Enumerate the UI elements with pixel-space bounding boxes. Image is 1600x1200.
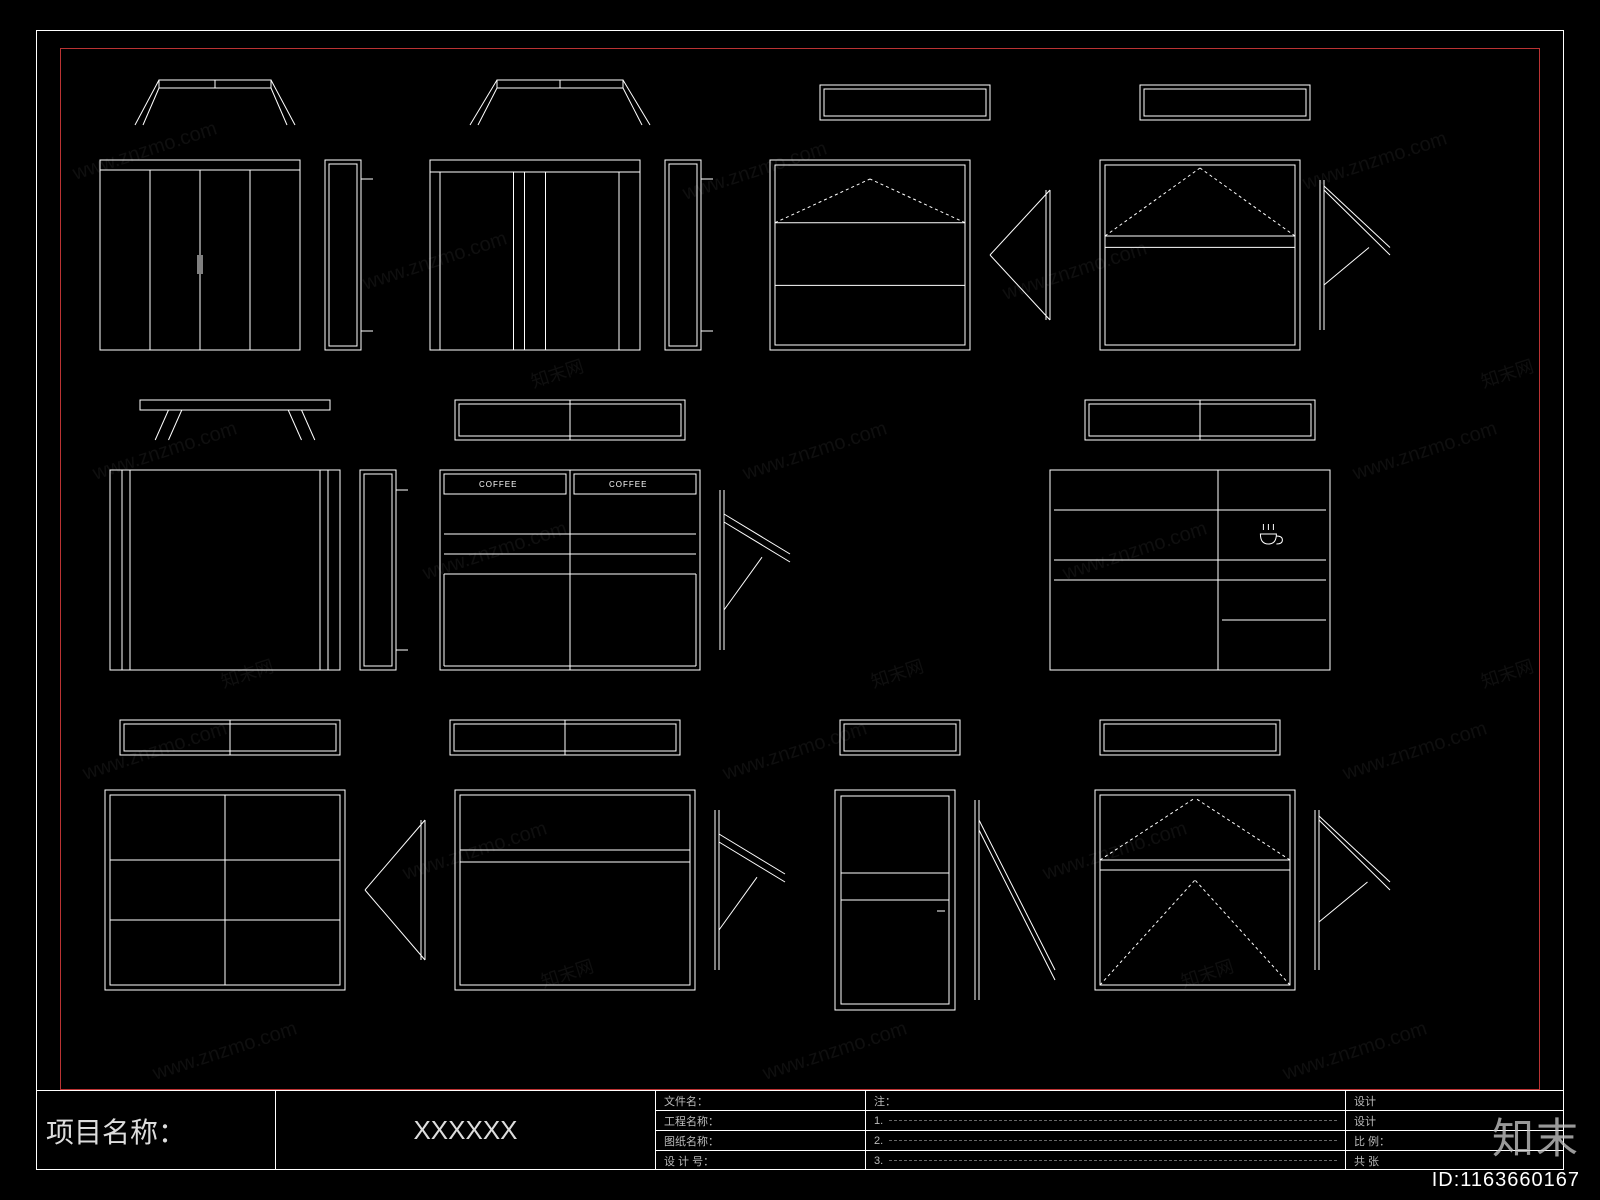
svg-text:COFFEE: COFFEE [609, 480, 647, 489]
cad-block-r5c4-plan [1100, 720, 1280, 755]
project-name-label: 项目名称： [46, 1111, 186, 1151]
cad-block-r5c1-plan [120, 720, 340, 755]
cad-block-r6c2-elev [455, 790, 695, 990]
cad-block-r4c2-elev: COFFEE COFFEE [440, 470, 700, 670]
cad-block-r2c3-side [990, 190, 1050, 320]
cad-block-r3c2-plan [455, 400, 685, 440]
cad-block-r6c4-side [1315, 810, 1390, 970]
tb-note-3: 3. [866, 1151, 1345, 1170]
tb-project: 工程名称： [656, 1111, 865, 1131]
cad-block-r2c1-elev [100, 160, 300, 350]
tb-design-no: 设 计 号： [656, 1151, 865, 1170]
cad-block-r4c1-elev [110, 470, 340, 670]
tb-notes-label: 注： [866, 1091, 1345, 1111]
cad-block-r3c3-plan [1085, 400, 1315, 440]
cad-block-r2c3-elev [770, 160, 970, 350]
svg-text:COFFEE: COFFEE [479, 480, 517, 489]
tb-note-1: 1. [866, 1111, 1345, 1131]
asset-id: ID:1163660167 [1432, 1169, 1580, 1192]
cad-block-r2c1-side [325, 160, 361, 350]
tb-drawing-name: 图纸名称： [656, 1131, 865, 1151]
project-name-value: XXXXXX [413, 1115, 517, 1146]
cad-block-r6c3-elev [835, 790, 955, 1010]
cad-block-r6c2-side [715, 810, 785, 970]
cad-block-r1c1-plan [135, 80, 295, 125]
cad-block-r6c1-side [365, 820, 425, 960]
cad-block-r1c2-plan [470, 80, 650, 125]
cad-block-r4c2-side [720, 490, 790, 650]
cad-block-r2c4-side [1320, 180, 1390, 330]
cad-block-r6c4-elev [1095, 790, 1295, 990]
cad-block-r4c3-elev [1050, 470, 1330, 670]
cad-block-r5c2-plan [450, 720, 680, 755]
tb-file-name: 文件名： [656, 1091, 865, 1111]
cad-block-r4c1-side [360, 470, 396, 670]
cad-block-r2c2-side [665, 160, 701, 350]
cad-block-r6c3-side [975, 800, 1055, 1000]
cad-block-r2c4-elev [1100, 160, 1300, 350]
titleblock: 项目名称： XXXXXX 文件名： 工程名称： 图纸名称： 设 计 号： 注： … [36, 1090, 1564, 1170]
brand-watermark: 知末 [1492, 1105, 1580, 1166]
cad-block-r3c1-plan [140, 400, 330, 440]
cad-block-r6c1-elev [105, 790, 345, 990]
tb-note-2: 2. [866, 1131, 1345, 1151]
cad-block-r1c4-plan [1140, 85, 1310, 120]
cad-block-r1c3-plan [820, 85, 990, 120]
cad-block-r5c3-plan [840, 720, 960, 755]
cad-block-r2c2-elev [430, 160, 640, 350]
